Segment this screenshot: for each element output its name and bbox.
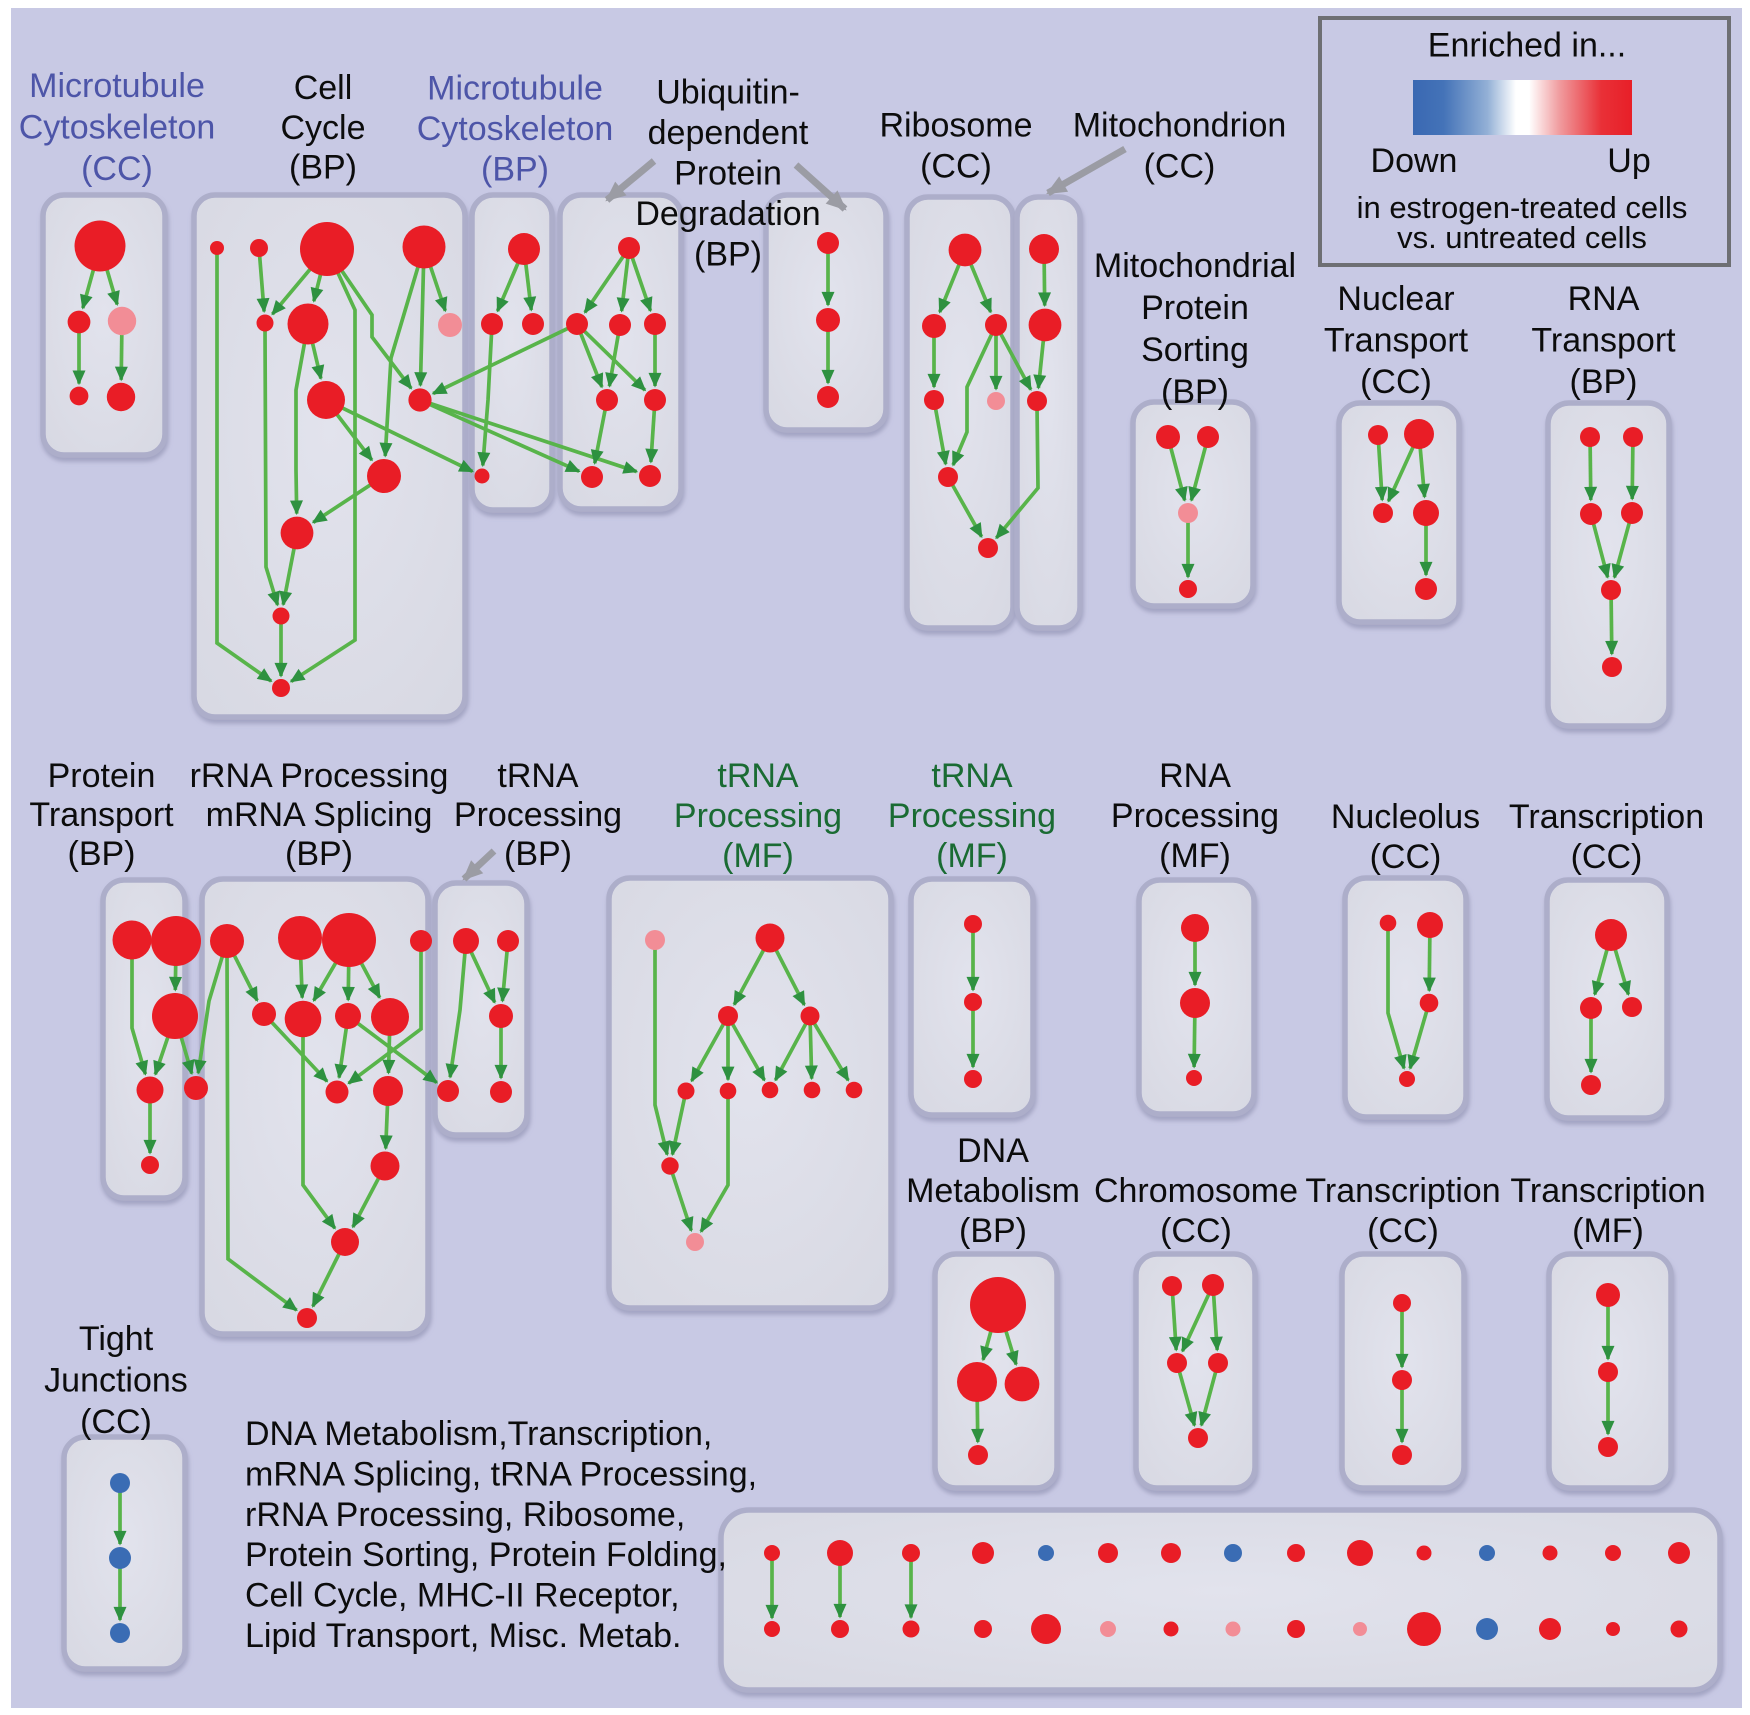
svg-text:Processing: Processing <box>888 797 1056 835</box>
svg-text:Microtubule: Microtubule <box>29 67 205 105</box>
svg-text:Nucleolus: Nucleolus <box>1331 798 1480 836</box>
svg-text:Up: Up <box>1607 142 1650 180</box>
svg-text:RNA: RNA <box>1568 280 1640 318</box>
svg-text:DNA Metabolism,Transcription,: DNA Metabolism,Transcription, <box>245 1415 712 1453</box>
svg-text:(BP): (BP) <box>289 149 357 187</box>
svg-text:Transcription: Transcription <box>1305 1172 1500 1210</box>
svg-text:Transport: Transport <box>1531 322 1676 360</box>
svg-text:rRNA Processing, Ribosome,: rRNA Processing, Ribosome, <box>245 1496 685 1534</box>
svg-text:Protein: Protein <box>1141 289 1249 327</box>
svg-text:Processing: Processing <box>454 796 622 834</box>
svg-text:Transport: Transport <box>1324 322 1469 360</box>
svg-text:(MF): (MF) <box>1572 1212 1644 1250</box>
svg-text:DNA: DNA <box>957 1132 1029 1170</box>
svg-text:(CC): (CC) <box>1144 148 1216 186</box>
svg-text:Ribosome: Ribosome <box>879 107 1032 145</box>
svg-text:mRNA Splicing, tRNA Processing: mRNA Splicing, tRNA Processing, <box>245 1455 757 1493</box>
svg-text:Protein: Protein <box>48 757 156 795</box>
svg-text:(BP): (BP) <box>285 835 353 873</box>
svg-text:(BP): (BP) <box>1570 363 1638 401</box>
svg-text:Tight: Tight <box>79 1320 154 1358</box>
svg-text:rRNA Processing: rRNA Processing <box>190 757 449 795</box>
svg-text:Processing: Processing <box>674 797 842 835</box>
svg-text:(CC): (CC) <box>1571 838 1643 876</box>
svg-text:Protein Sorting, Protein Foldi: Protein Sorting, Protein Folding, <box>245 1536 727 1574</box>
svg-text:(BP): (BP) <box>504 835 572 873</box>
svg-text:mRNA Splicing: mRNA Splicing <box>206 796 433 834</box>
svg-text:Junctions: Junctions <box>44 1362 188 1400</box>
svg-text:Enriched in...: Enriched in... <box>1428 27 1626 65</box>
svg-text:in estrogen-treated cells: in estrogen-treated cells <box>1357 190 1688 225</box>
svg-text:Degradation: Degradation <box>635 195 820 233</box>
svg-text:(MF): (MF) <box>1159 837 1231 875</box>
svg-text:Cycle: Cycle <box>280 109 365 147</box>
svg-text:Cytoskeleton: Cytoskeleton <box>19 109 216 147</box>
svg-text:Down: Down <box>1371 142 1458 180</box>
svg-text:(CC): (CC) <box>80 1403 152 1441</box>
svg-text:Transport: Transport <box>29 796 174 834</box>
svg-text:tRNA: tRNA <box>931 757 1013 795</box>
svg-text:(BP): (BP) <box>959 1212 1027 1250</box>
svg-text:(MF): (MF) <box>722 837 794 875</box>
svg-text:vs. untreated cells: vs. untreated cells <box>1397 220 1647 255</box>
svg-text:Mitochondrion: Mitochondrion <box>1073 107 1287 145</box>
svg-text:(CC): (CC) <box>1160 1212 1232 1250</box>
svg-text:Mitochondrial: Mitochondrial <box>1094 247 1296 285</box>
svg-text:(CC): (CC) <box>920 148 992 186</box>
svg-text:(BP): (BP) <box>481 151 549 189</box>
svg-text:tRNA: tRNA <box>497 757 579 795</box>
svg-text:dependent: dependent <box>648 114 809 152</box>
svg-text:Cell Cycle, MHC-II Receptor,: Cell Cycle, MHC-II Receptor, <box>245 1577 680 1615</box>
svg-text:RNA: RNA <box>1159 757 1231 795</box>
svg-text:Cell: Cell <box>294 69 353 107</box>
svg-text:(CC): (CC) <box>1370 838 1442 876</box>
svg-text:Nuclear: Nuclear <box>1337 280 1454 318</box>
svg-text:tRNA: tRNA <box>717 757 799 795</box>
svg-text:(CC): (CC) <box>1360 363 1432 401</box>
svg-text:Processing: Processing <box>1111 797 1279 835</box>
svg-text:Ubiquitin-: Ubiquitin- <box>656 74 800 112</box>
svg-text:Transcription: Transcription <box>1509 798 1704 836</box>
svg-text:Cytoskeleton: Cytoskeleton <box>417 110 614 148</box>
svg-text:Sorting: Sorting <box>1141 331 1249 369</box>
svg-text:Metabolism: Metabolism <box>906 1172 1080 1210</box>
svg-text:(BP): (BP) <box>694 236 762 274</box>
svg-text:(CC): (CC) <box>1367 1212 1439 1250</box>
svg-text:Microtubule: Microtubule <box>427 70 603 108</box>
svg-text:Chromosome: Chromosome <box>1094 1172 1298 1210</box>
svg-text:(MF): (MF) <box>936 837 1008 875</box>
svg-text:(BP): (BP) <box>68 835 136 873</box>
svg-text:(BP): (BP) <box>1161 373 1229 411</box>
svg-text:Protein: Protein <box>674 155 782 193</box>
svg-text:Transcription: Transcription <box>1510 1172 1705 1210</box>
svg-text:(CC): (CC) <box>81 150 153 188</box>
svg-text:Lipid Transport, Misc. Metab.: Lipid Transport, Misc. Metab. <box>245 1617 682 1655</box>
